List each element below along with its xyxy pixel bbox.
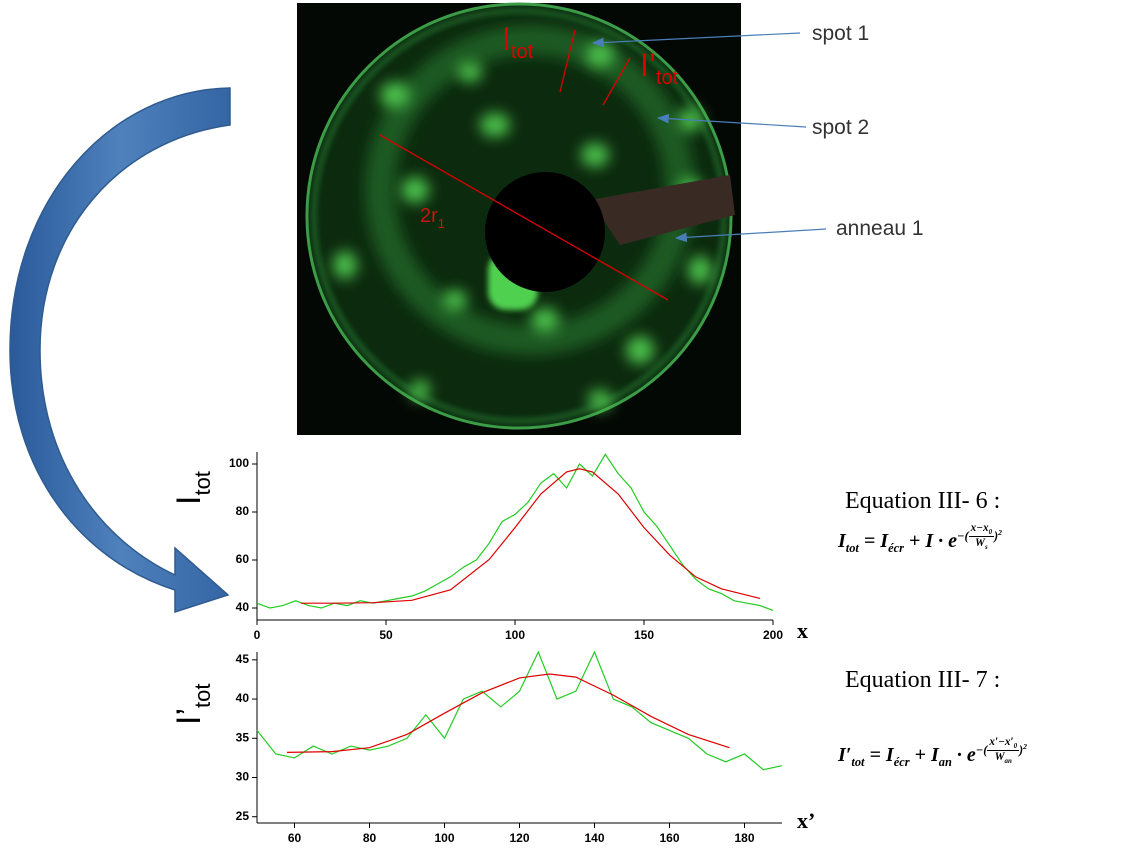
- eq-term: an: [1004, 758, 1012, 766]
- eq-term: 2: [998, 527, 1003, 537]
- y-tick-label: 25: [236, 809, 250, 823]
- arrow-label: anneau 1: [836, 217, 924, 240]
- image-lines: [379, 29, 669, 301]
- y-tick-label: 30: [236, 770, 250, 784]
- x-tick-label: 180: [734, 831, 754, 845]
- eq-term: ): [994, 528, 999, 543]
- label-i2-tot: I’tot: [640, 47, 679, 89]
- eq-term: ·: [938, 530, 944, 553]
- y-tick-label: 80: [236, 504, 250, 518]
- eq-term: s: [984, 544, 988, 552]
- y-axis-title: Itot: [170, 471, 215, 505]
- x-tick-label: 100: [505, 628, 525, 642]
- x-tick-label: 0: [254, 628, 261, 642]
- y-tick-label: 100: [229, 456, 249, 470]
- eq-term: =: [869, 744, 881, 767]
- label-i-tot: Itot: [502, 21, 534, 63]
- eq-term: I: [885, 744, 894, 767]
- x-axis-title: x: [797, 618, 808, 643]
- y-tick-label: 40: [236, 691, 250, 705]
- curved-arrow: [9, 87, 231, 614]
- x-tick-label: 200: [763, 628, 783, 642]
- eq-term: ·: [956, 744, 962, 767]
- eq-term: tot: [851, 755, 865, 770]
- x-tick-label: 100: [434, 831, 454, 845]
- x-tick-label: 60: [288, 831, 302, 845]
- y-tick-label: 40: [236, 600, 250, 614]
- x-tick-label: 160: [659, 831, 679, 845]
- y-axis-title: I’tot: [170, 684, 215, 725]
- eq-term: W: [975, 537, 985, 550]
- eq-term: I: [930, 744, 939, 767]
- eq-term: tot: [845, 541, 859, 556]
- eq-term: I′: [838, 744, 852, 767]
- x-tick-label: 120: [509, 831, 529, 845]
- eq-term: 0: [1013, 743, 1018, 751]
- x-tick-label: 150: [634, 628, 654, 642]
- leed-image: [297, 2, 741, 435]
- equation-label: Equation III- 7 :: [845, 667, 1001, 693]
- eq-term: 0: [988, 529, 993, 537]
- pointer-arrows: [591, 32, 827, 243]
- eq-term: x−x: [970, 522, 989, 534]
- y-tick-label: 45: [236, 652, 250, 666]
- eq-term: x′−x′: [989, 736, 1014, 748]
- arrow-label: spot 2: [812, 116, 869, 139]
- eq-term: écr: [893, 755, 910, 770]
- eq-term: −(: [975, 742, 988, 757]
- y-tick-label: 60: [236, 552, 250, 566]
- eq-term: =: [863, 530, 876, 553]
- eq-term: écr: [888, 541, 904, 556]
- eq-term: +: [914, 744, 926, 767]
- x-axis-title: x’: [797, 808, 815, 833]
- equation-label: Equation III- 6 :: [845, 488, 1001, 514]
- eq-term: I: [838, 530, 846, 553]
- x-tick-label: 80: [363, 831, 377, 845]
- equation: I′tot = Iécr + Ian · e−(x′−x′0 Wan)2: [838, 736, 1027, 770]
- label-2r1: 2r1: [420, 205, 445, 231]
- data-line: [286, 673, 730, 753]
- data-line: [256, 650, 783, 771]
- eq-term: ): [1019, 742, 1024, 757]
- eq-term: e: [948, 530, 958, 553]
- data-line: [256, 453, 774, 611]
- eq-term: −(: [957, 528, 969, 543]
- eq-term: I: [925, 530, 934, 553]
- arrow-label: spot 1: [812, 22, 869, 45]
- eq-term: e: [966, 744, 976, 767]
- data-line: [300, 468, 761, 604]
- eq-term: W: [994, 751, 1005, 764]
- eq-term: I: [880, 530, 889, 553]
- eq-term: +: [908, 530, 921, 553]
- x-tick-label: 140: [584, 831, 604, 845]
- x-tick-label: 50: [379, 628, 393, 642]
- y-tick-label: 35: [236, 730, 250, 744]
- eq-term: an: [938, 755, 952, 770]
- eq-term: 2: [1023, 741, 1028, 751]
- equation: Itot = Iécr + I · e−(x−x0 Ws)2: [838, 522, 1002, 556]
- arrow-labels: spot 1 spot 2 anneau 1: [812, 22, 924, 240]
